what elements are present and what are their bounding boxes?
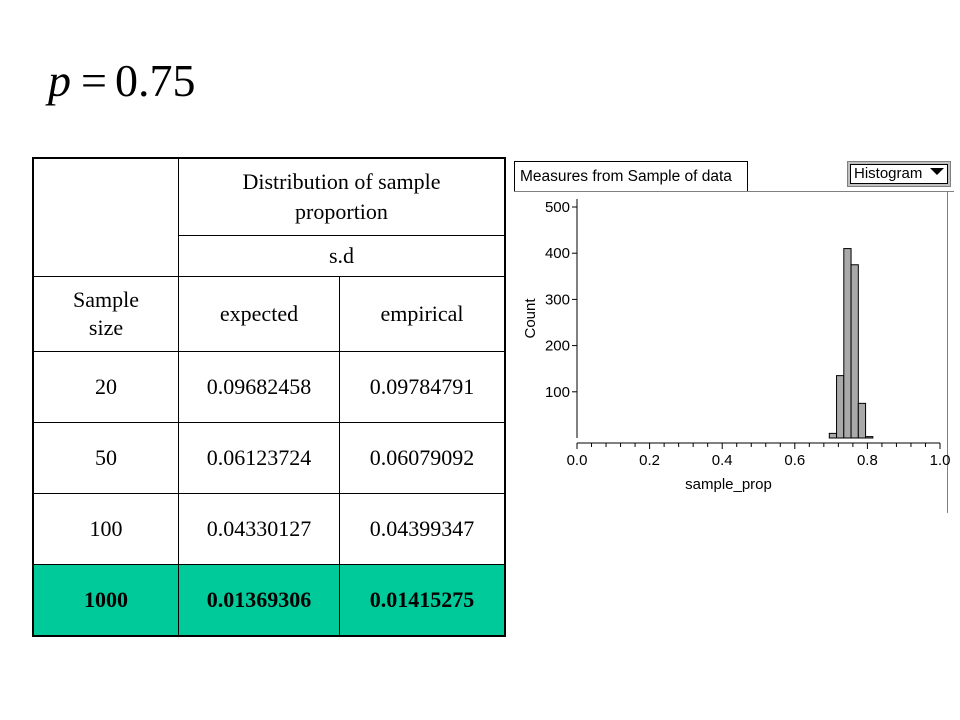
col-header-sample-size: Sample size — [32, 276, 179, 352]
y-tick-label: 400 — [545, 245, 570, 262]
cell-sample-size: 50 — [32, 422, 179, 494]
cell-sample-size: 1000 — [32, 564, 179, 637]
histogram-bar — [850, 264, 859, 439]
histogram-bar — [857, 402, 867, 439]
col-header-expected: expected — [178, 276, 340, 352]
x-tick-label: 0.4 — [712, 452, 733, 469]
formula-operator: = — [81, 55, 107, 106]
cell-sample-size: 20 — [32, 351, 179, 423]
histogram-bar — [843, 248, 852, 439]
x-tick-label: 0.0 — [567, 452, 588, 469]
col-header-empirical: empirical — [339, 276, 506, 352]
table-row: 20 0.09682458 0.09784791 — [32, 351, 506, 423]
histogram-bar — [865, 436, 874, 439]
table-corner-cell — [32, 157, 179, 277]
histogram-chart: 100 200 300 400 500 0.0 0.2 0.4 0.6 0.8 1.0 sample_… — [522, 199, 951, 493]
y-tick-label: 500 — [545, 199, 570, 216]
cell-expected: 0.04330127 — [178, 493, 340, 565]
cell-expected: 0.09682458 — [178, 351, 340, 423]
y-tick-label: 200 — [545, 338, 570, 355]
histogram-bar — [836, 375, 845, 439]
sd-table: Distribution of sample proportion s.d Sa… — [32, 157, 506, 637]
y-tick-label: 100 — [545, 384, 570, 401]
cell-empirical: 0.04399347 — [339, 493, 506, 565]
y-tick-label: 300 — [545, 291, 570, 308]
table-row-highlighted: 1000 0.01369306 0.01415275 — [32, 564, 506, 637]
cell-expected: 0.06123724 — [178, 422, 340, 494]
group-header-text: Distribution of sample proportion — [242, 169, 441, 224]
cell-empirical: 0.09784791 — [339, 351, 506, 423]
histogram-panel: Measures from Sample of data Histogram 1… — [510, 157, 956, 517]
table-group-header: Distribution of sample proportion — [178, 157, 506, 236]
formula-value: 0.75 — [114, 55, 196, 106]
cell-empirical: 0.06079092 — [339, 422, 506, 494]
cell-sample-size: 100 — [32, 493, 179, 565]
cell-empirical: 0.01415275 — [339, 564, 506, 637]
histogram-bar — [828, 432, 838, 439]
panel-right-edge — [947, 191, 956, 513]
formula-variable: p — [48, 55, 71, 106]
table-sub-header: s.d — [178, 235, 506, 277]
formula: p = 0.75 — [48, 58, 195, 104]
cell-expected: 0.01369306 — [178, 564, 340, 637]
chevron-down-icon[interactable] — [930, 168, 944, 175]
table-row: 100 0.04330127 0.04399347 — [32, 493, 506, 565]
table-row: 50 0.06123724 0.06079092 — [32, 422, 506, 494]
x-tick-label: 0.2 — [639, 452, 660, 469]
plot-type-dropdown[interactable]: Histogram — [847, 161, 951, 187]
col-header-sample-size-text: Sample size — [73, 287, 139, 340]
x-tick-label: 1.0 — [930, 452, 951, 469]
y-axis-label: Count — [522, 298, 539, 339]
dropdown-value: Histogram — [850, 164, 948, 184]
measures-tab[interactable]: Measures from Sample of data — [514, 161, 748, 191]
x-tick-label: 0.8 — [857, 452, 878, 469]
tab-divider — [514, 191, 954, 192]
x-axis-label: sample_prop — [685, 476, 772, 493]
x-tick-label: 0.6 — [784, 452, 805, 469]
